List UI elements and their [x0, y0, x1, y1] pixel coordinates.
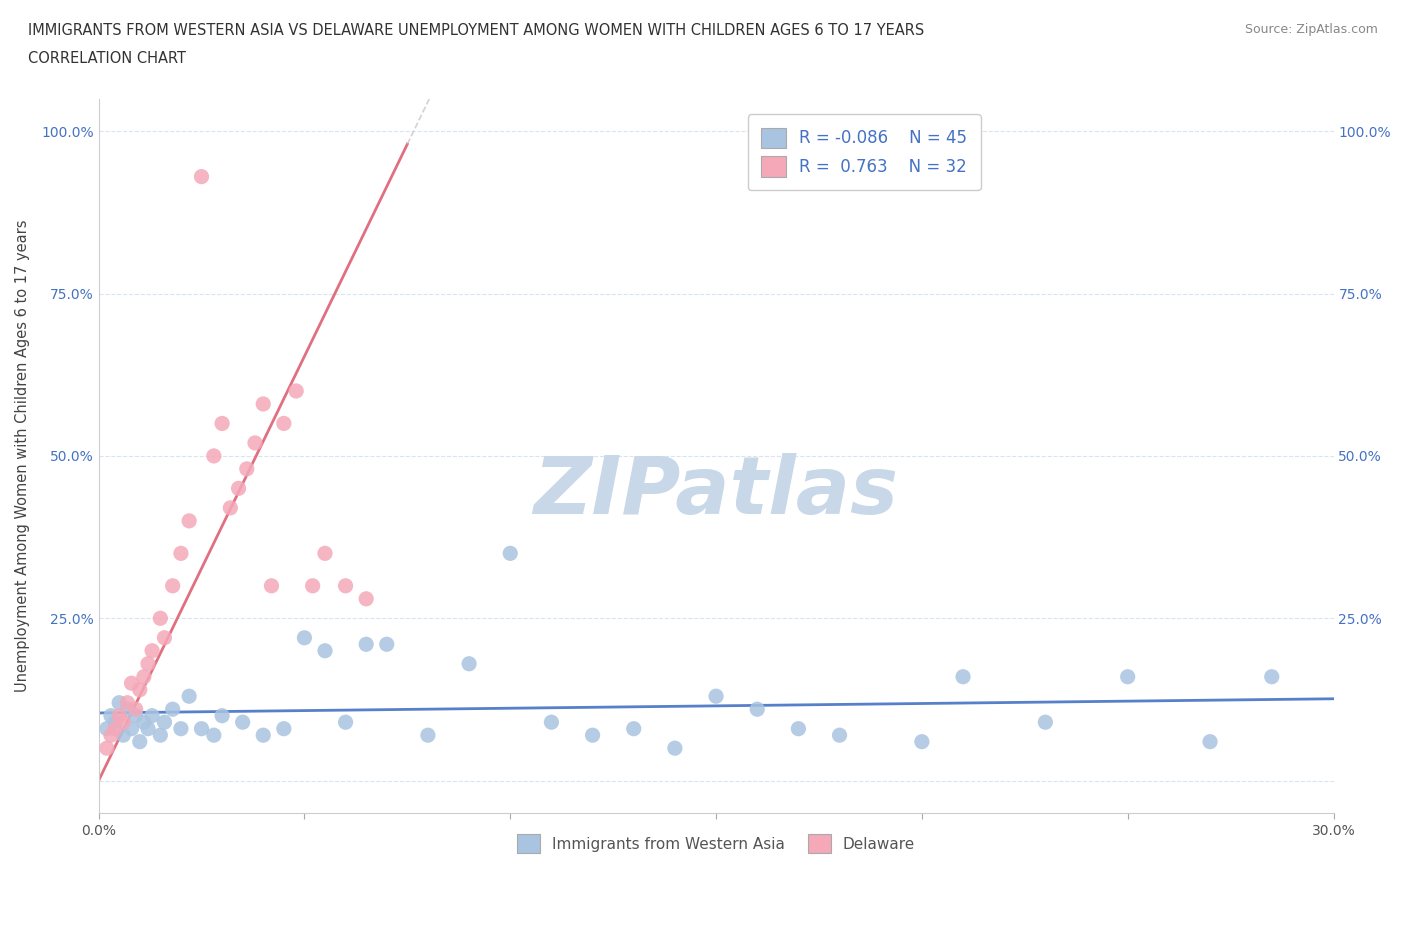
Point — [112, 715, 135, 730]
Point — [104, 722, 127, 737]
Point — [623, 722, 645, 737]
Point — [96, 722, 118, 737]
Point — [228, 481, 250, 496]
Point — [1116, 670, 1139, 684]
Point — [260, 578, 283, 593]
Point — [121, 676, 143, 691]
Point — [149, 611, 172, 626]
Point — [190, 722, 212, 737]
Point — [124, 709, 146, 724]
Point — [108, 709, 131, 724]
Point — [162, 578, 184, 593]
Point — [354, 637, 377, 652]
Point — [211, 416, 233, 431]
Point — [128, 735, 150, 750]
Point — [285, 383, 308, 398]
Point — [132, 670, 155, 684]
Point — [273, 416, 295, 431]
Point — [162, 702, 184, 717]
Point — [170, 546, 193, 561]
Point — [581, 728, 603, 743]
Point — [170, 722, 193, 737]
Point — [252, 728, 274, 743]
Point — [179, 513, 201, 528]
Point — [252, 396, 274, 411]
Point — [787, 722, 810, 737]
Point — [141, 644, 163, 658]
Point — [132, 715, 155, 730]
Legend: Immigrants from Western Asia, Delaware: Immigrants from Western Asia, Delaware — [510, 829, 921, 859]
Point — [190, 169, 212, 184]
Point — [153, 631, 176, 645]
Point — [243, 435, 266, 450]
Point — [100, 728, 122, 743]
Y-axis label: Unemployment Among Women with Children Ages 6 to 17 years: Unemployment Among Women with Children A… — [15, 219, 30, 692]
Point — [1035, 715, 1057, 730]
Text: Source: ZipAtlas.com: Source: ZipAtlas.com — [1244, 23, 1378, 36]
Point — [141, 709, 163, 724]
Text: IMMIGRANTS FROM WESTERN ASIA VS DELAWARE UNEMPLOYMENT AMONG WOMEN WITH CHILDREN : IMMIGRANTS FROM WESTERN ASIA VS DELAWARE… — [28, 23, 924, 38]
Point — [273, 722, 295, 737]
Point — [354, 591, 377, 606]
Point — [314, 546, 336, 561]
Point — [704, 689, 727, 704]
Point — [219, 500, 242, 515]
Point — [202, 448, 225, 463]
Point — [314, 644, 336, 658]
Point — [117, 696, 139, 711]
Point — [153, 715, 176, 730]
Point — [458, 657, 481, 671]
Point — [211, 709, 233, 724]
Point — [128, 683, 150, 698]
Point — [1199, 735, 1222, 750]
Point — [100, 709, 122, 724]
Point — [747, 702, 769, 717]
Point — [104, 715, 127, 730]
Point — [540, 715, 562, 730]
Point — [236, 461, 259, 476]
Point — [294, 631, 316, 645]
Point — [232, 715, 254, 730]
Point — [1261, 670, 1284, 684]
Point — [202, 728, 225, 743]
Point — [136, 657, 159, 671]
Point — [117, 702, 139, 717]
Point — [136, 722, 159, 737]
Point — [124, 702, 146, 717]
Point — [121, 722, 143, 737]
Point — [911, 735, 934, 750]
Point — [149, 728, 172, 743]
Point — [416, 728, 439, 743]
Point — [96, 740, 118, 755]
Point — [335, 578, 357, 593]
Point — [952, 670, 974, 684]
Point — [335, 715, 357, 730]
Text: ZIPatlas: ZIPatlas — [533, 453, 898, 531]
Point — [375, 637, 398, 652]
Point — [179, 689, 201, 704]
Point — [108, 696, 131, 711]
Point — [499, 546, 522, 561]
Point — [828, 728, 851, 743]
Point — [301, 578, 323, 593]
Point — [664, 740, 686, 755]
Text: CORRELATION CHART: CORRELATION CHART — [28, 51, 186, 66]
Point — [112, 728, 135, 743]
